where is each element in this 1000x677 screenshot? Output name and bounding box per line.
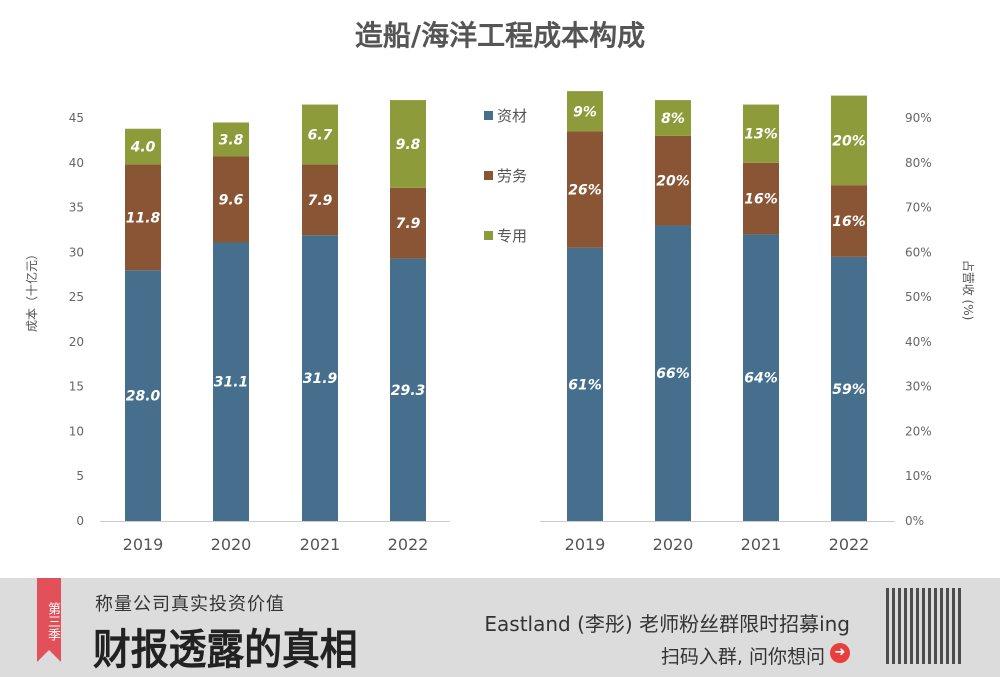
bar-segment-劳务 <box>213 156 249 243</box>
y-axis-label-left: 成本（十亿元） <box>24 248 39 332</box>
bar-segment-专用 <box>831 95 867 186</box>
data-label: 8% <box>661 111 685 127</box>
y-tick-label: 0% <box>905 514 924 528</box>
data-label: 9% <box>573 104 597 120</box>
bar-segment-专用 <box>390 100 426 188</box>
legend-swatch <box>484 231 493 240</box>
bar-segment-资材 <box>743 234 779 521</box>
y-tick-label: 15 <box>69 380 84 394</box>
y-tick-label: 30% <box>905 380 932 394</box>
bar-segment-专用 <box>655 100 691 136</box>
x-tick-label: 2019 <box>123 535 164 554</box>
bar-segment-资材 <box>302 235 338 521</box>
data-label: 66% <box>656 366 690 382</box>
bar-segment-资材 <box>390 258 426 521</box>
bar-segment-资材 <box>831 256 867 521</box>
banner-promo: Eastland (李彤) 老师粉丝群限时招募ing <box>484 612 850 636</box>
data-label: 20% <box>832 133 866 149</box>
banner-subtitle: 称量公司真实投资价值 <box>95 594 285 615</box>
x-tick-label: 2019 <box>565 535 606 554</box>
data-label: 9.6 <box>219 192 244 208</box>
y-tick-label: 5 <box>76 469 84 483</box>
bar-segment-专用 <box>743 104 779 163</box>
bar-segment-劳务 <box>743 162 779 235</box>
bar-segment-专用 <box>213 122 249 157</box>
bar-segment-劳务 <box>567 131 603 248</box>
bar-segment-劳务 <box>125 164 161 271</box>
ribbon-tip <box>37 650 61 662</box>
bar-segment-劳务 <box>655 135 691 226</box>
data-label: 20% <box>656 174 690 190</box>
data-label: 4.0 <box>130 140 156 156</box>
y-tick-label: 40 <box>69 156 84 170</box>
x-tick-label: 2021 <box>300 535 341 554</box>
chart-title: 造船/海洋工程成本构成 <box>354 19 646 52</box>
x-tick-label: 2021 <box>741 535 782 554</box>
x-tick-label: 2020 <box>211 535 252 554</box>
bar-segment-劳务 <box>302 164 338 236</box>
bar-segment-资材 <box>655 225 691 521</box>
y-tick-label: 25 <box>69 290 84 304</box>
data-label: 29.3 <box>391 383 426 399</box>
promo-banner: 第三季 称量公司真实投资价值 财报透露的真相 Eastland (李彤) 老师粉… <box>0 578 1000 677</box>
x-tick-label: 2022 <box>388 535 429 554</box>
data-label: 7.9 <box>396 216 421 232</box>
y-tick-label: 35 <box>69 201 84 215</box>
chart-area: 0 5 10 15 20 25 30 35 40 45 28.0 11.8 4.0 2019 31.1 9.6… <box>24 91 976 554</box>
season-ribbon: 第三季 <box>37 578 61 650</box>
y-tick-label: 80% <box>905 156 932 170</box>
y-tick-label: 20 <box>69 335 84 349</box>
data-label: 16% <box>832 214 866 230</box>
bar-segment-资材 <box>125 270 161 521</box>
data-label: 61% <box>568 377 602 393</box>
bar-segment-劳务 <box>390 187 426 259</box>
data-label: 64% <box>744 371 778 387</box>
y-tick-label: 40% <box>905 335 932 349</box>
legend-swatch <box>484 111 493 120</box>
bar-segment-专用 <box>125 128 161 165</box>
x-tick-label: 2020 <box>653 535 694 554</box>
data-label: 31.9 <box>303 371 338 387</box>
legend-label: 专用 <box>497 227 527 245</box>
y-tick-label: 0 <box>76 514 84 528</box>
y-tick-label: 50% <box>905 290 932 304</box>
data-label: 3.8 <box>219 132 244 148</box>
data-label: 11.8 <box>126 210 161 226</box>
x-tick-label: 2022 <box>829 535 870 554</box>
y-tick-label: 10% <box>905 469 932 483</box>
data-label: 6.7 <box>308 128 333 144</box>
y-axis-label-right: 占营收 (%) <box>961 260 976 321</box>
data-label: 9.8 <box>396 137 421 153</box>
y-tick-label: 90% <box>905 111 932 125</box>
y-tick-label: 70% <box>905 201 932 215</box>
data-label: 28.0 <box>126 389 161 405</box>
y-tick-label: 45 <box>69 111 84 125</box>
bar-segment-专用 <box>567 91 603 132</box>
legend-label: 劳务 <box>497 167 527 185</box>
data-label: 59% <box>832 382 866 398</box>
bar-segment-资材 <box>213 242 249 521</box>
y-tick-label: 60% <box>905 245 932 259</box>
data-label: 7.9 <box>308 193 333 209</box>
data-label: 31.1 <box>214 375 249 391</box>
banner-main-title: 财报透露的真相 <box>93 625 358 674</box>
legend-swatch <box>484 171 493 180</box>
legend-label: 资材 <box>497 107 527 125</box>
data-label: 13% <box>744 127 778 143</box>
y-tick-label: 20% <box>905 424 932 438</box>
y-tick-label: 10 <box>69 424 84 438</box>
bar-segment-劳务 <box>831 185 867 257</box>
data-label: 26% <box>568 183 602 199</box>
qr-code[interactable] <box>886 588 962 664</box>
banner-scan-text: 扫码入群, 问你想问 <box>660 646 825 668</box>
arrow-right-circle-icon[interactable]: ➜ <box>830 643 850 663</box>
data-label: 16% <box>744 192 778 208</box>
bar-segment-资材 <box>567 247 603 521</box>
y-tick-label: 30 <box>69 245 84 259</box>
bar-segment-专用 <box>302 104 338 165</box>
